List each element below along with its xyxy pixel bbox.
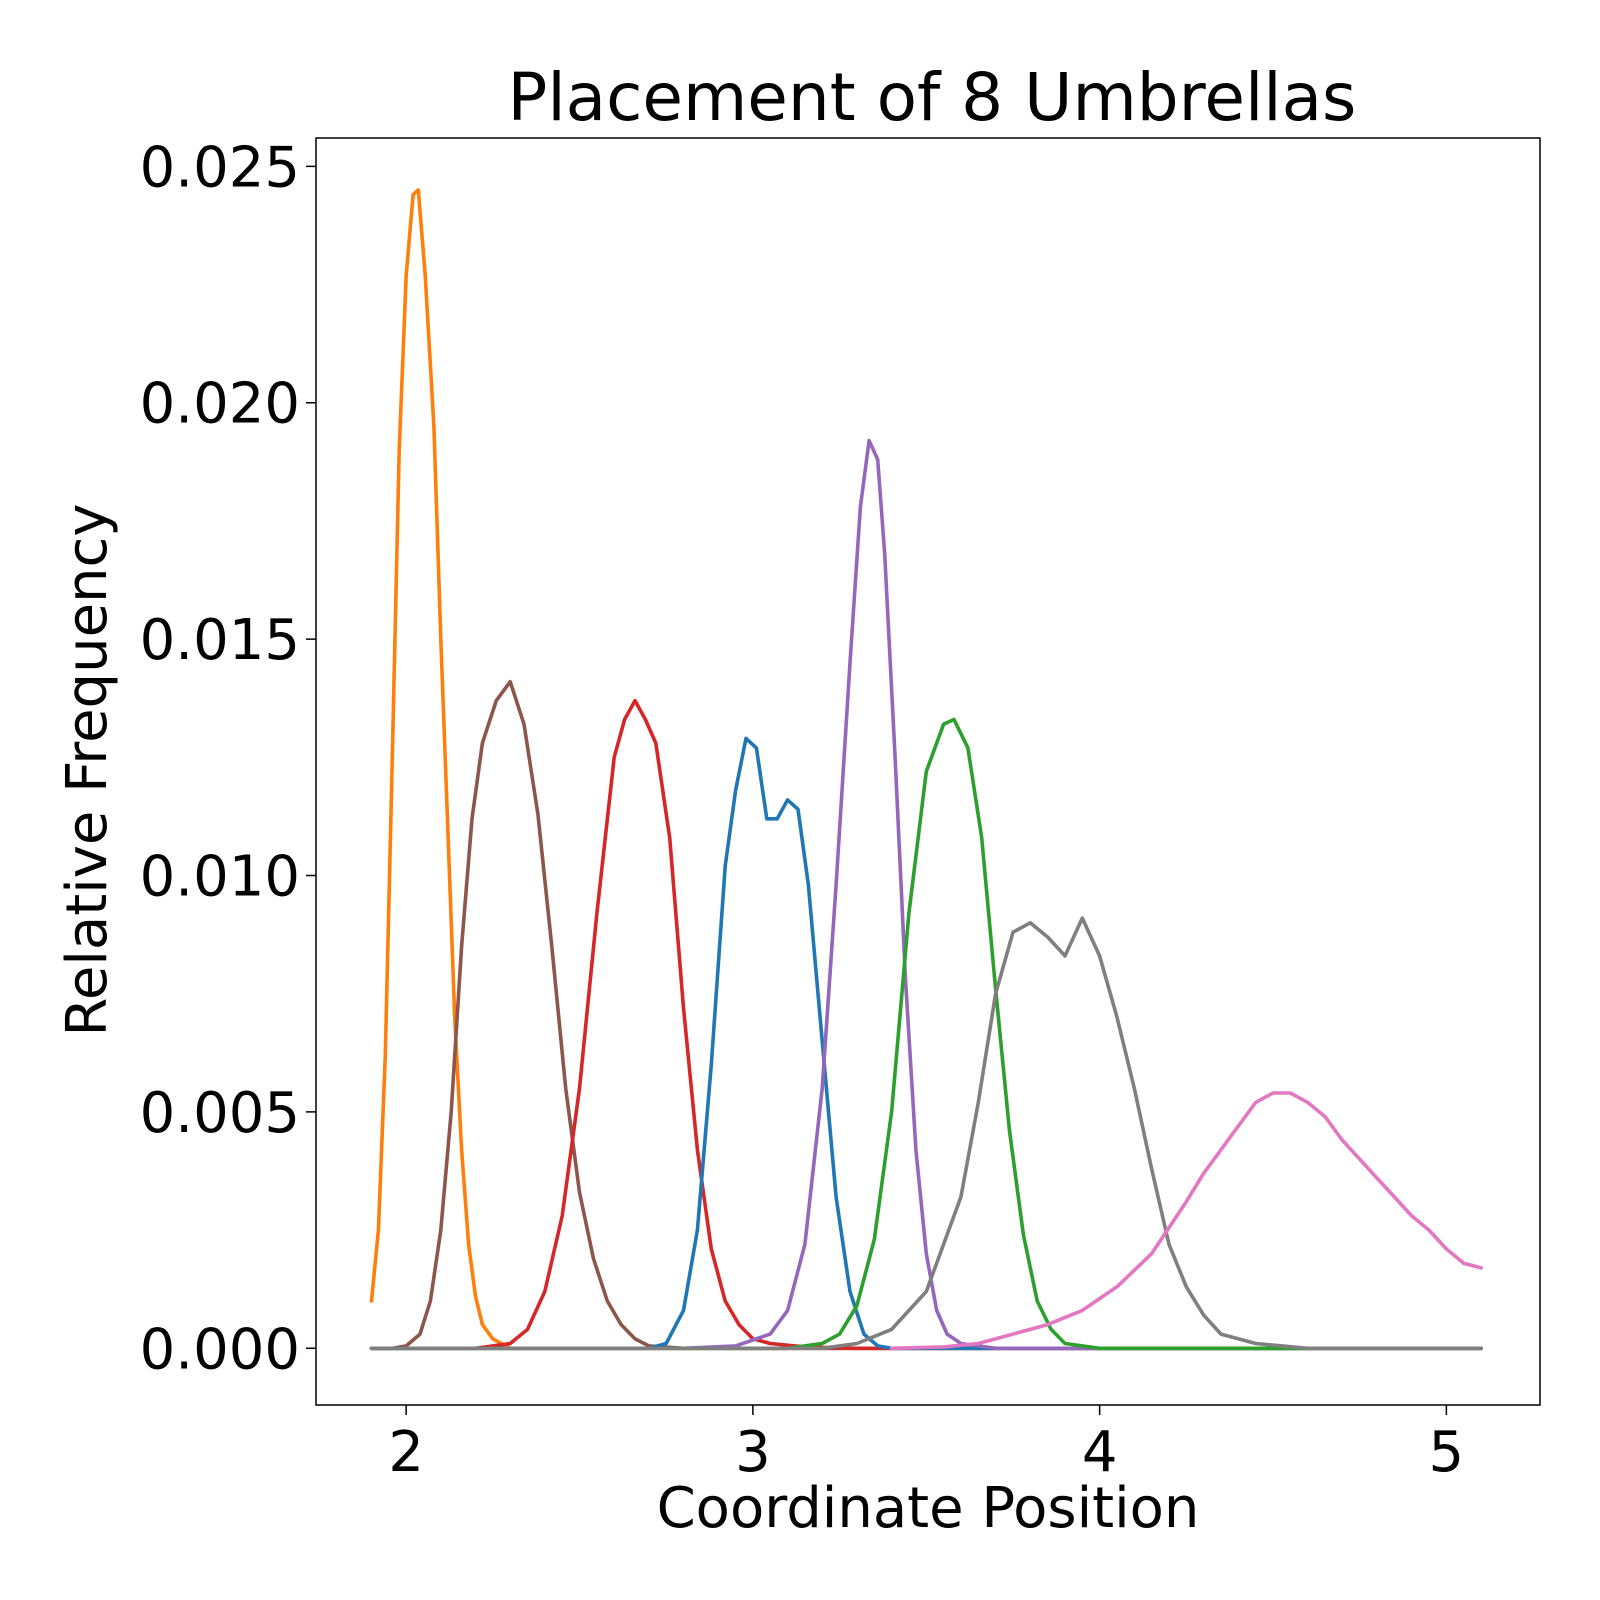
series-line-6 [369, 717, 1483, 1351]
x-tick-label: 2 [388, 1420, 424, 1485]
y-axis-label: Relative Frequency [55, 504, 120, 1037]
y-tick-label: 0.010 [140, 845, 300, 910]
series-line-7 [369, 916, 1483, 1351]
series-line-2 [369, 679, 1483, 1351]
y-tick-label: 0.025 [140, 135, 300, 200]
x-axis: 2 3 4 5 [388, 1405, 1464, 1485]
series-line-8 [889, 1091, 1483, 1351]
x-tick-label: 4 [1082, 1420, 1118, 1485]
y-tick-label: 0.000 [140, 1317, 300, 1382]
y-tick-label: 0.015 [140, 608, 300, 673]
series-line-5 [369, 438, 1483, 1351]
x-tick-label: 5 [1429, 1420, 1465, 1485]
chart-title: Placement of 8 Umbrellas [508, 59, 1357, 136]
y-tick-label: 0.020 [140, 372, 300, 437]
series-group [369, 188, 1483, 1351]
y-tick-label: 0.005 [140, 1081, 300, 1146]
x-axis-label: Coordinate Position [657, 1476, 1200, 1541]
y-axis: 0.000 0.005 0.010 0.015 0.020 0.025 [140, 135, 316, 1382]
x-tick-label: 3 [735, 1420, 771, 1485]
series-line-4 [369, 736, 1483, 1351]
plot-frame [315, 137, 1541, 1406]
